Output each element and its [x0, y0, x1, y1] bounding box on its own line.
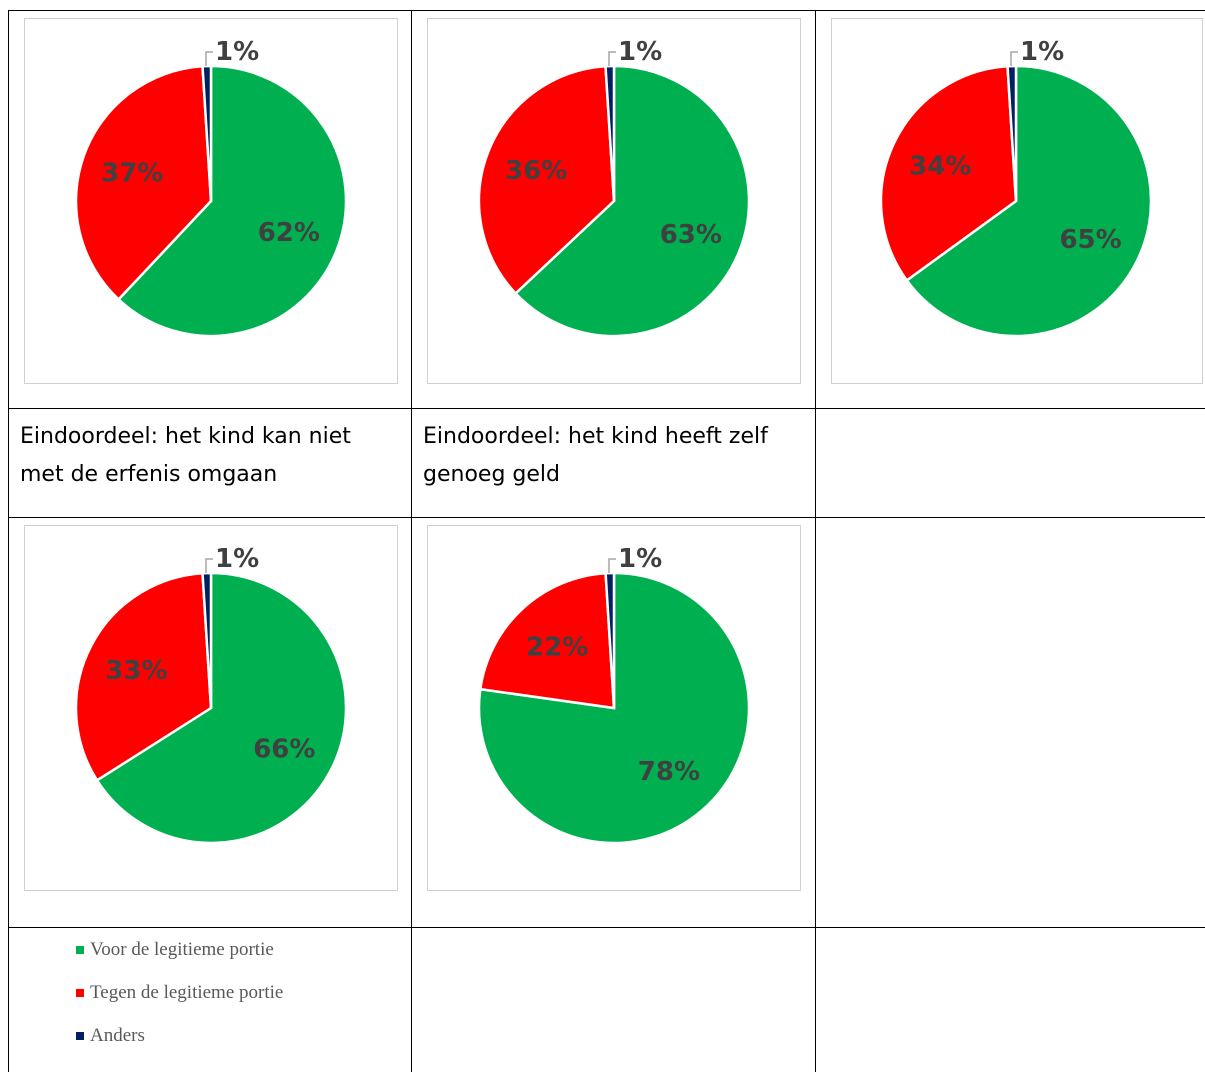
- pie-slice-voor: [95, 571, 348, 845]
- legend-item-voor: Voor de legitieme portie: [76, 928, 283, 971]
- legend-label: Tegen de legitieme portie: [90, 981, 284, 1003]
- table-row-divider: [8, 517, 1205, 518]
- table-row-divider: [8, 408, 1205, 409]
- pie-slice-voor: [116, 64, 348, 338]
- leader-line: [608, 51, 616, 66]
- legend-swatch-anders: [76, 1031, 84, 1040]
- data-label-tegen: 37%: [101, 159, 163, 189]
- leader-line: [205, 558, 213, 573]
- pie-slice-anders: [201, 64, 213, 202]
- data-label-voor: 63%: [660, 220, 722, 250]
- chart-legend: Voor de legitieme portie Tegen de legiti…: [76, 928, 283, 1057]
- pie-slice-tegen: [74, 64, 213, 302]
- data-label-tegen: 33%: [105, 656, 167, 686]
- data-label-tegen: 34%: [909, 151, 971, 181]
- pie-slice-tegen: [74, 571, 213, 783]
- pie-chart-svg: 66% 33% 1%: [74, 544, 348, 845]
- pie-chart-1: 62% 37% 1%: [24, 18, 398, 384]
- legend-label: Voor de legitieme portie: [90, 938, 274, 960]
- pie-chart-4: 66% 33% 1%: [24, 525, 398, 891]
- table-column-divider: [411, 10, 412, 1072]
- pie-slice-anders: [604, 64, 616, 202]
- pie-chart-3: 65% 34% 1%: [831, 18, 1203, 384]
- leader-line: [608, 558, 616, 573]
- leader-line: [1010, 51, 1018, 66]
- table-border-left: [8, 10, 9, 1072]
- data-label-anders: 1%: [215, 544, 259, 574]
- data-label-tegen: 36%: [505, 156, 567, 186]
- table-row-divider: [8, 927, 1205, 928]
- pie-slice-tegen: [879, 64, 1018, 283]
- data-label-anders: 1%: [215, 37, 259, 67]
- data-label-voor: 62%: [258, 218, 320, 248]
- pie-chart-svg: 63% 36% 1%: [477, 37, 751, 338]
- legend-swatch-voor: [76, 945, 84, 954]
- data-label-anders: 1%: [618, 37, 662, 67]
- leader-line: [205, 51, 213, 66]
- data-label-voor: 66%: [253, 734, 315, 764]
- pie-chart-svg: 65% 34% 1%: [879, 37, 1153, 338]
- pie-slice-anders: [1006, 64, 1018, 202]
- pie-slice-voor: [905, 64, 1153, 338]
- pie-chart-5: 78% 22% 1%: [427, 525, 801, 891]
- pie-chart-2: 63% 36% 1%: [427, 18, 801, 384]
- pie-slice-tegen: [478, 571, 616, 710]
- pie-slice-anders: [604, 571, 616, 709]
- table-border-top: [8, 10, 1205, 11]
- caption-left: Eindoordeel: het kind kan niet met de er…: [20, 424, 351, 487]
- pie-chart-svg: 78% 22% 1%: [477, 544, 751, 845]
- pie-slice-voor: [513, 64, 751, 338]
- data-label-voor: 65%: [1059, 225, 1121, 255]
- legend-swatch-tegen: [76, 988, 84, 997]
- caption-middle: Eindoordeel: het kind heeft zelf genoeg …: [423, 424, 768, 487]
- data-label-anders: 1%: [1020, 37, 1064, 67]
- data-label-anders: 1%: [618, 544, 662, 574]
- pie-chart-svg: 62% 37% 1%: [74, 37, 348, 338]
- legend-label: Anders: [90, 1024, 145, 1046]
- pie-slice-tegen: [477, 64, 616, 296]
- data-label-voor: 78%: [638, 757, 700, 787]
- pie-slice-anders: [201, 571, 213, 709]
- legend-item-tegen: Tegen de legitieme portie: [76, 971, 283, 1014]
- table-column-divider: [815, 10, 816, 1072]
- legend-item-anders: Anders: [76, 1014, 283, 1057]
- data-label-tegen: 22%: [526, 633, 588, 663]
